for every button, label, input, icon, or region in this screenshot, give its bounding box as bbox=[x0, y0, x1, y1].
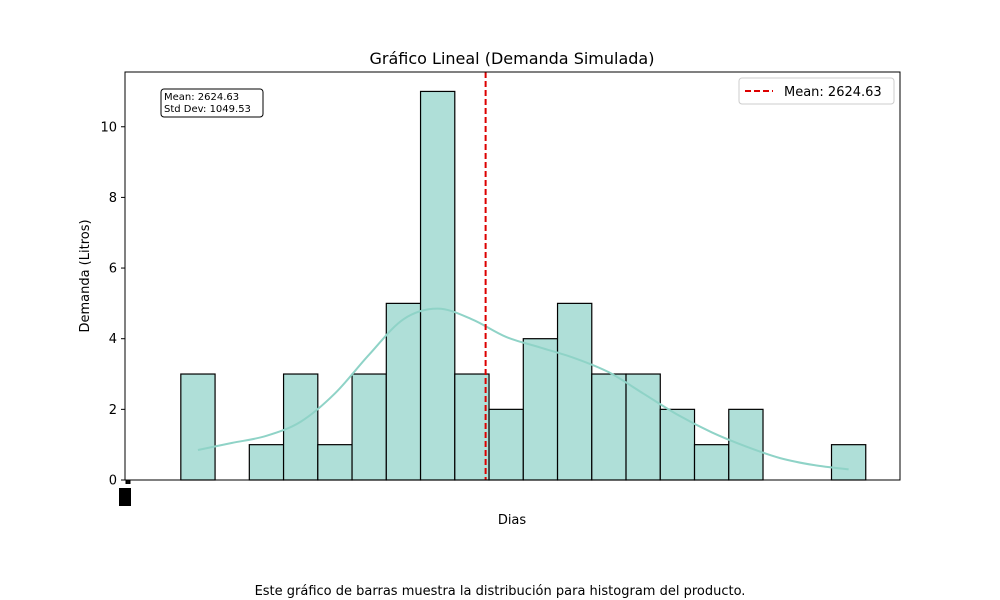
stats-box: Mean: 2624.63 Std Dev: 1049.53 bbox=[160, 88, 264, 118]
bars-layer bbox=[180, 90, 867, 481]
stats-mean-text: Mean: 2624.63 bbox=[164, 92, 239, 103]
histogram-bar-4 bbox=[317, 444, 353, 481]
histogram-bar-13 bbox=[625, 373, 661, 481]
chart-title: Gráfico Lineal (Demanda Simulada) bbox=[370, 49, 655, 68]
histogram-bar-9 bbox=[488, 408, 524, 481]
histogram-bar-2 bbox=[248, 444, 285, 481]
legend-frame bbox=[738, 77, 895, 105]
x-axis-label: Dias bbox=[498, 513, 527, 528]
histogram-bar-16 bbox=[728, 408, 764, 481]
kde-layer bbox=[197, 307, 849, 471]
histogram-bar-10 bbox=[522, 338, 559, 481]
y-tick-label-6: 6 bbox=[109, 262, 117, 277]
histogram-bar-5 bbox=[351, 373, 387, 481]
histogram-bar-8 bbox=[454, 373, 490, 481]
plot-frame bbox=[124, 71, 901, 481]
histogram-bar-14 bbox=[659, 408, 696, 481]
histogram-bar-15 bbox=[693, 444, 730, 481]
y-axis-ticks: 0 2 4 6 8 10 bbox=[100, 120, 125, 489]
y-tick-label-2: 2 bbox=[109, 403, 117, 418]
y-tick-label-4: 4 bbox=[109, 332, 117, 347]
y-tick-label-8: 8 bbox=[109, 191, 117, 206]
histogram-bar-6 bbox=[385, 302, 422, 481]
histogram-bar-11 bbox=[556, 302, 593, 481]
stats-std-text: Std Dev: 1049.53 bbox=[164, 104, 251, 115]
chart-caption: Este gráfico de barras muestra la distri… bbox=[254, 584, 746, 599]
legend-mean-label: Mean: 2624.63 bbox=[784, 85, 882, 100]
x-tick-labels-overlap bbox=[119, 488, 131, 506]
stats-box-frame bbox=[160, 88, 264, 118]
x-axis-ticks bbox=[119, 480, 131, 506]
histogram-bar-19 bbox=[830, 444, 867, 481]
histogram-bar-7 bbox=[419, 90, 456, 481]
kde-curve bbox=[197, 307, 849, 471]
y-tick-label-10: 10 bbox=[100, 120, 117, 135]
histogram-bar-0 bbox=[180, 373, 216, 481]
y-axis-label: Demanda (Litros) bbox=[78, 219, 93, 332]
y-tick-label-0: 0 bbox=[109, 474, 117, 489]
histogram-bar-12 bbox=[591, 373, 627, 481]
legend: Mean: 2624.63 bbox=[738, 77, 895, 105]
